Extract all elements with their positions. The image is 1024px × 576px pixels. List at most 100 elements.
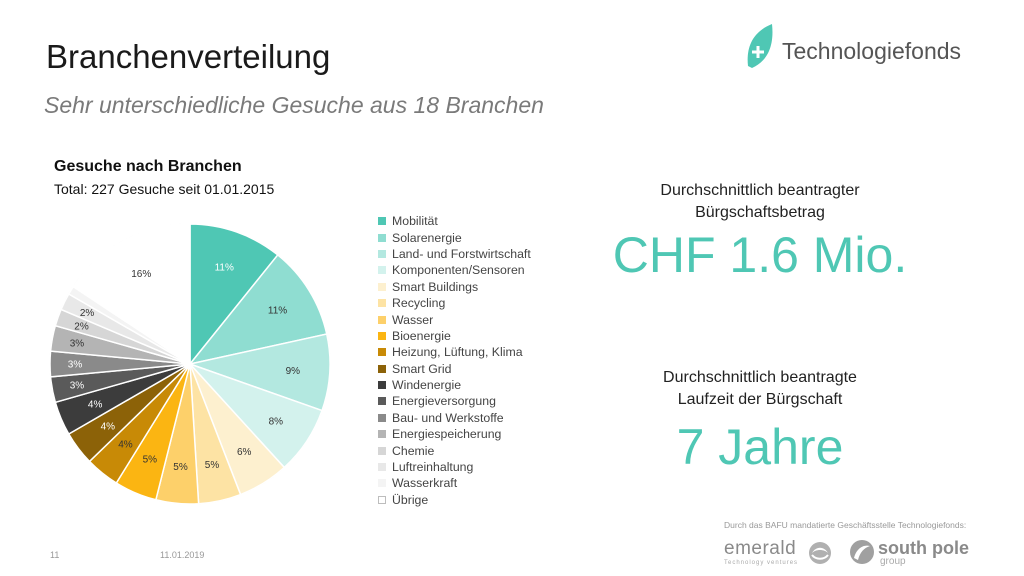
pie-label-9: 4% xyxy=(101,422,116,433)
chart-legend: Mobilität Solarenergie Land- und Forstwirt… xyxy=(378,213,531,508)
legend-swatch xyxy=(378,249,386,258)
pie-label-11: 3% xyxy=(70,381,85,392)
pie-label-5: 5% xyxy=(205,460,220,471)
pie-label-1: 11% xyxy=(268,305,287,316)
pie-label-7: 5% xyxy=(143,454,158,465)
legend-item: Wasser xyxy=(378,311,531,327)
duration-label-line1: Durchschnittlich beantragte xyxy=(663,369,857,386)
legend-label: Energiespeicherung xyxy=(392,427,502,442)
legend-label: Luftreinhaltung xyxy=(392,460,474,475)
legend-item: Solarenergie xyxy=(378,229,531,245)
slide-date: 11.01.2019 xyxy=(160,550,205,560)
legend-swatch xyxy=(378,446,386,455)
pie-slice-17 xyxy=(72,223,191,366)
legend-item: Luftreinhaltung xyxy=(378,459,531,475)
legend-swatch xyxy=(378,233,386,242)
south-pole-logo-text: south pole xyxy=(878,538,969,558)
legend-item: Wasserkraft xyxy=(378,475,531,491)
duration-label-line2: Laufzeit der Bürgschaft xyxy=(677,391,843,408)
legend-label: Übrige xyxy=(392,492,429,507)
pie-chart: 11%11%9%8%6%5%5%5%4%4%4%3%3%3%2%2%16% xyxy=(49,223,331,505)
emerald-logo-text: emerald xyxy=(724,538,797,559)
legend-swatch xyxy=(378,413,386,422)
chart-title: Gesuche nach Branchen xyxy=(54,158,242,175)
duration-value: 7 Jahre xyxy=(676,419,844,475)
legend-item: Windenergie xyxy=(378,377,531,393)
legend-item: Heizung, Lüftung, Klima xyxy=(378,344,531,360)
pie-label-10: 4% xyxy=(88,400,103,411)
legend-item: Smart Grid xyxy=(378,361,531,377)
legend-item: Smart Buildings xyxy=(378,279,531,295)
page-title: Branchenverteilung xyxy=(46,38,331,75)
pie-label-12: 3% xyxy=(68,360,83,371)
legend-label: Windenergie xyxy=(392,378,462,393)
legend-item: Energiespeicherung xyxy=(378,426,531,442)
legend-swatch xyxy=(378,479,386,488)
legend-swatch xyxy=(378,282,386,291)
pie-slice-0 xyxy=(189,223,279,367)
amount-value: CHF 1.6 Mio. xyxy=(612,227,908,283)
legend-label: Mobilität xyxy=(392,214,438,229)
legend-label: Wasserkraft xyxy=(392,476,458,491)
legend-swatch xyxy=(378,495,386,504)
legend-label: Komponenten/Sensoren xyxy=(392,263,525,278)
chart-subtitle: Total: 227 Gesuche seit 01.01.2015 xyxy=(54,181,275,197)
pie-label-2: 9% xyxy=(286,366,301,377)
pie-label-17: 16% xyxy=(131,269,151,280)
south-pole-logo-subtext: group xyxy=(880,556,906,567)
legend-label: Heizung, Lüftung, Klima xyxy=(392,345,523,360)
pie-label-13: 3% xyxy=(70,338,85,349)
pie-label-4: 6% xyxy=(237,447,252,458)
legend-item: Komponenten/Sensoren xyxy=(378,262,531,278)
south-pole-icon xyxy=(850,540,874,564)
pie-label-15: 2% xyxy=(80,308,95,319)
legend-swatch xyxy=(378,397,386,406)
legend-item: Land- und Forstwirtschaft xyxy=(378,246,531,262)
legend-swatch xyxy=(378,217,386,226)
legend-swatch xyxy=(378,315,386,324)
legend-label: Solarenergie xyxy=(392,230,462,245)
amount-label-line2: Bürgschaftsbetrag xyxy=(695,204,825,221)
legend-label: Chemie xyxy=(392,443,435,458)
legend-label: Wasser xyxy=(392,312,434,327)
legend-swatch xyxy=(378,430,386,439)
brand-name: Technologiefonds xyxy=(782,38,962,64)
legend-swatch xyxy=(378,266,386,275)
amount-label: Durchschnittlich beantragter Bürgschafts… xyxy=(610,180,910,224)
legend-swatch xyxy=(378,463,386,472)
legend-item: Energieversorgung xyxy=(378,393,531,409)
pie-label-0: 11% xyxy=(215,262,234,273)
legend-swatch xyxy=(378,364,386,373)
legend-swatch xyxy=(378,331,386,340)
emerald-swirl-icon xyxy=(809,542,831,564)
duration-label: Durchschnittlich beantragte Laufzeit der… xyxy=(610,367,910,411)
footer-note: Durch das BAFU mandatierte Geschäftsstel… xyxy=(724,520,967,530)
pie-label-3: 8% xyxy=(269,416,284,427)
brand-logo xyxy=(747,24,773,68)
legend-item: Bioenergie xyxy=(378,328,531,344)
legend-item: Chemie xyxy=(378,442,531,458)
legend-item: Mobilität xyxy=(378,213,531,229)
legend-label: Bau- und Werkstoffe xyxy=(392,410,504,425)
legend-item: Bau- und Werkstoffe xyxy=(378,410,531,426)
page-number: 11 xyxy=(50,550,60,560)
pie-label-14: 2% xyxy=(74,321,89,332)
legend-label: Smart Buildings xyxy=(392,279,479,294)
legend-label: Smart Grid xyxy=(392,361,452,376)
pie-label-8: 4% xyxy=(118,440,133,451)
legend-label: Bioenergie xyxy=(392,328,451,343)
legend-label: Recycling xyxy=(392,296,446,311)
legend-label: Energieversorgung xyxy=(392,394,496,409)
amount-label-line1: Durchschnittlich beantragter xyxy=(660,182,860,199)
leaf-icon xyxy=(747,24,773,68)
legend-item: Recycling xyxy=(378,295,531,311)
pie-slice-1 xyxy=(188,253,328,366)
legend-item: Übrige xyxy=(378,492,531,508)
legend-swatch xyxy=(378,299,386,308)
legend-swatch xyxy=(378,348,386,357)
emerald-logo-subtext: Technology ventures xyxy=(724,560,799,566)
legend-label: Land- und Forstwirtschaft xyxy=(392,246,531,261)
page-subtitle: Sehr unterschiedliche Gesuche aus 18 Bra… xyxy=(44,92,544,118)
pie-label-6: 5% xyxy=(173,462,188,473)
legend-swatch xyxy=(378,381,386,390)
